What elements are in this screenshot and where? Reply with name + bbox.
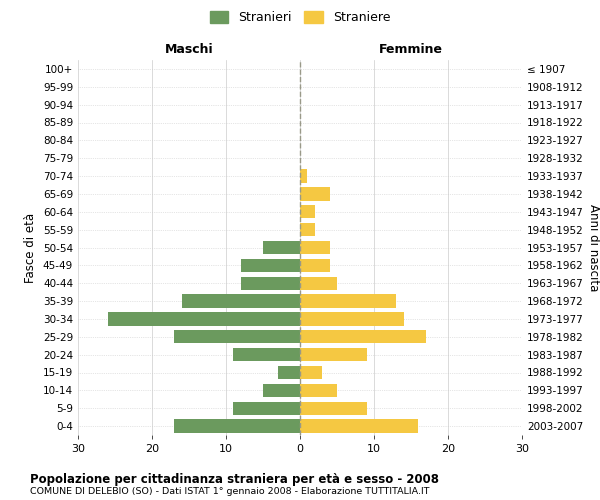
Bar [182,294,300,308]
Bar [300,187,329,200]
Bar [233,402,300,415]
Bar [241,276,300,290]
Text: COMUNE DI DELEBIO (SO) - Dati ISTAT 1° gennaio 2008 - Elaborazione TUTTITALIA.IT: COMUNE DI DELEBIO (SO) - Dati ISTAT 1° g… [30,488,430,496]
Bar [300,241,329,254]
Bar [300,402,367,415]
Bar [300,276,337,290]
Bar [263,384,300,397]
Text: Femmine: Femmine [379,44,443,56]
Bar [107,312,300,326]
Bar [300,330,426,344]
Bar [300,366,322,379]
Y-axis label: Fasce di età: Fasce di età [25,212,37,282]
Bar [300,258,329,272]
Bar [300,294,396,308]
Bar [174,330,300,344]
Bar [233,348,300,362]
Bar [300,223,315,236]
Bar [300,384,337,397]
Bar [300,348,367,362]
Bar [300,205,315,218]
Bar [300,170,307,183]
Bar [263,241,300,254]
Text: Maschi: Maschi [164,44,214,56]
Legend: Stranieri, Straniere: Stranieri, Straniere [205,6,395,29]
Bar [300,312,404,326]
Bar [300,420,418,433]
Y-axis label: Anni di nascita: Anni di nascita [587,204,600,291]
Bar [174,420,300,433]
Bar [278,366,300,379]
Bar [241,258,300,272]
Text: Popolazione per cittadinanza straniera per età e sesso - 2008: Popolazione per cittadinanza straniera p… [30,472,439,486]
